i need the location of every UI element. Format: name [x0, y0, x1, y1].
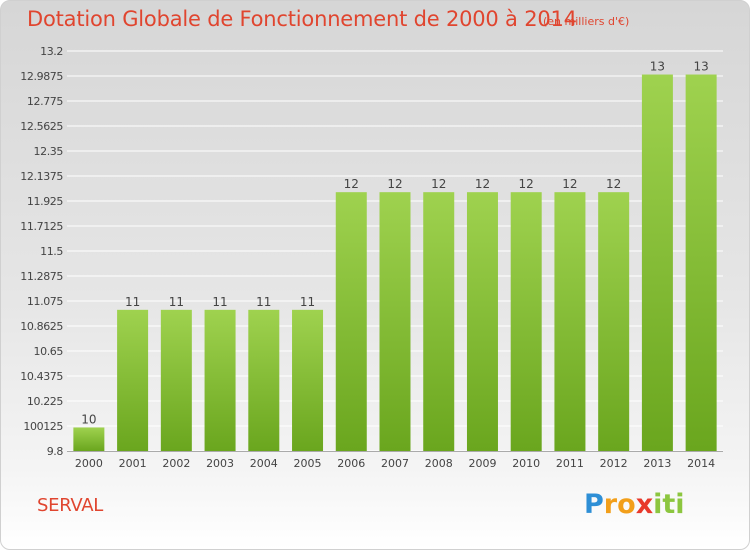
- y-tick-label: 11.075: [27, 295, 63, 308]
- x-tick-label: 2009: [468, 457, 496, 470]
- bar-2007: [379, 192, 411, 452]
- data-label: 13: [650, 60, 665, 74]
- y-axis-tick-labels: 9.8 100125 10.225 10.4375 10.65 10.8625 11.075…: [20, 45, 64, 458]
- data-label: 11: [256, 295, 271, 309]
- bar-2011: [554, 192, 586, 452]
- y-tick-label: 10.65: [34, 345, 64, 358]
- chart-subtitle: (en milliers d'€): [543, 15, 630, 28]
- x-tick-label: 2013: [643, 457, 671, 470]
- y-tick-label: 12.1375: [20, 170, 63, 183]
- x-tick-label: 2003: [206, 457, 234, 470]
- y-tick-label: 12.775: [27, 95, 63, 108]
- chart-title: Dotation Globale de Fonctionnement de 20…: [27, 7, 577, 31]
- y-tick-label: 11.7125: [20, 220, 63, 233]
- y-tick-label: 10.8625: [20, 320, 63, 333]
- logo-letter: x: [635, 489, 654, 520]
- data-label: 13: [693, 60, 708, 74]
- bar-2008: [423, 192, 455, 452]
- x-tick-label: 2008: [425, 457, 453, 470]
- logo-letter: r: [603, 489, 618, 520]
- bar-2012: [598, 192, 630, 452]
- x-tick-label: 2002: [162, 457, 190, 470]
- logo-letter: P: [584, 489, 604, 520]
- data-label: 11: [300, 295, 315, 309]
- bar-2005: [292, 309, 324, 451]
- data-labels: 10 11 11 11 11 11 12 12 12 12 12 12 12 13 13: [81, 60, 709, 427]
- y-tick-label: 12.35: [34, 145, 64, 158]
- bar-2003: [204, 309, 236, 451]
- x-tick-label: 2014: [687, 457, 715, 470]
- y-tick-label: 12.9875: [20, 70, 63, 83]
- bar-2013: [641, 74, 673, 451]
- bar-2000: [73, 427, 105, 451]
- bar-2006: [335, 192, 367, 452]
- bar-2014: [685, 74, 717, 451]
- bar-2002: [160, 309, 192, 451]
- bar-2009: [466, 192, 498, 452]
- y-tick-label: 11.5: [40, 245, 63, 258]
- data-label: 12: [519, 177, 534, 191]
- x-tick-label: 2007: [381, 457, 409, 470]
- logo-letter: t: [662, 489, 676, 520]
- data-label: 12: [606, 177, 621, 191]
- data-label: 10: [81, 412, 96, 426]
- y-tick-label: 12.5625: [20, 120, 63, 133]
- data-label: 11: [169, 295, 184, 309]
- x-axis-tick-labels: 2000 2001 2002 2003 2004 2005 2006 2007 2008 2009…: [75, 457, 715, 470]
- bar-2001: [117, 309, 149, 451]
- x-tick-label: 2005: [294, 457, 322, 470]
- x-tick-label: 2000: [75, 457, 103, 470]
- bar-2004: [248, 309, 280, 451]
- data-label: 12: [387, 177, 402, 191]
- y-tick-label: 11.925: [27, 195, 63, 208]
- y-tick-label: 10.225: [27, 395, 63, 408]
- data-label: 12: [475, 177, 490, 191]
- proxiti-logo[interactable]: Proxiti: [584, 489, 685, 520]
- y-tick-label: 11.2875: [20, 270, 63, 283]
- data-label: 11: [125, 295, 140, 309]
- data-label: 12: [344, 177, 359, 191]
- x-tick-label: 2001: [119, 457, 147, 470]
- y-tick-label: 100125: [23, 420, 63, 433]
- data-label: 12: [431, 177, 446, 191]
- bars: [73, 74, 717, 452]
- x-tick-label: 2006: [337, 457, 365, 470]
- logo-letter: i: [675, 489, 685, 520]
- data-label: 12: [562, 177, 577, 191]
- logo-letter: o: [617, 489, 636, 520]
- x-tick-label: 2011: [556, 457, 584, 470]
- logo-letter: i: [653, 489, 663, 520]
- y-tick-label: 9.8: [47, 445, 64, 458]
- bar-2010: [510, 192, 542, 452]
- y-tick-label: 10.4375: [20, 370, 63, 383]
- y-tick-label: 13.2: [40, 45, 63, 58]
- x-tick-label: 2012: [600, 457, 628, 470]
- commune-name: SERVAL: [37, 495, 104, 516]
- x-tick-label: 2004: [250, 457, 278, 470]
- data-label: 11: [212, 295, 227, 309]
- x-tick-label: 2010: [512, 457, 540, 470]
